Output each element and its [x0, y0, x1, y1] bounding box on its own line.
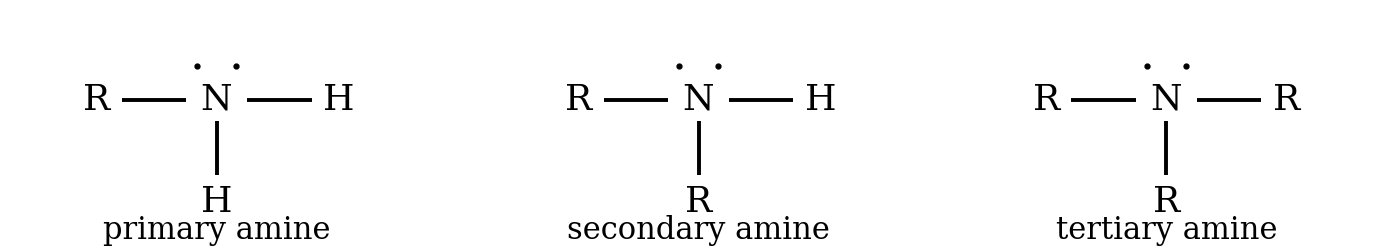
Text: tertiary amine: tertiary amine	[1056, 214, 1277, 246]
Text: N: N	[201, 83, 232, 117]
Text: H: H	[323, 83, 355, 117]
Text: secondary amine: secondary amine	[567, 214, 830, 246]
Text: R: R	[1153, 185, 1180, 219]
Text: R: R	[82, 83, 110, 117]
Text: H: H	[805, 83, 837, 117]
Text: primary amine: primary amine	[103, 214, 330, 246]
Text: R: R	[1273, 83, 1301, 117]
Text: R: R	[564, 83, 592, 117]
Text: R: R	[1032, 83, 1060, 117]
Text: N: N	[1151, 83, 1182, 117]
Text: H: H	[201, 185, 232, 219]
Text: R: R	[685, 185, 712, 219]
Text: N: N	[683, 83, 714, 117]
